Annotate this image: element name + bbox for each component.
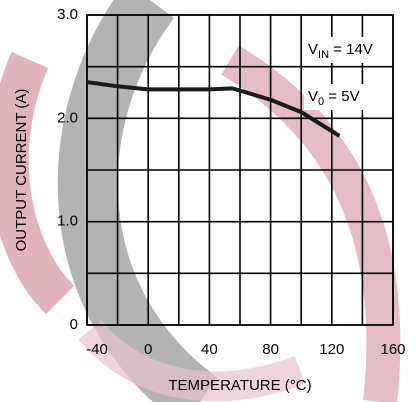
- data-line: [86, 80, 341, 138]
- y-tick-label: 0: [70, 316, 78, 333]
- y-tick-label: 2.0: [57, 109, 78, 126]
- y-tick-label: 1.0: [57, 213, 78, 230]
- x-axis-label: TEMPERATURE (°C): [168, 377, 311, 394]
- x-tick-label: 0: [144, 341, 152, 358]
- annotation: VIN = 14V: [308, 41, 373, 61]
- x-tick-label: 160: [380, 341, 405, 358]
- annotation-text: V: [308, 88, 318, 105]
- y-tick-label: 3.0: [57, 6, 78, 23]
- annotation-bg: [304, 37, 390, 63]
- x-tick-label: 120: [319, 341, 344, 358]
- annotation-text: = 5V: [324, 88, 359, 105]
- x-tick-label: -40: [86, 341, 108, 358]
- annotation-subscript: IN: [318, 49, 329, 61]
- y-axis-label: OUTPUT CURRENT (A): [13, 89, 30, 252]
- annotation-bg: [304, 84, 390, 110]
- annotation-text: = 14V: [329, 41, 373, 58]
- x-tick-label: 80: [262, 341, 279, 358]
- x-tick-label: 40: [201, 341, 218, 358]
- annotation: V0 = 5V: [308, 88, 360, 108]
- annotation-text: V: [308, 41, 318, 58]
- annotation-subscript: 0: [318, 96, 324, 108]
